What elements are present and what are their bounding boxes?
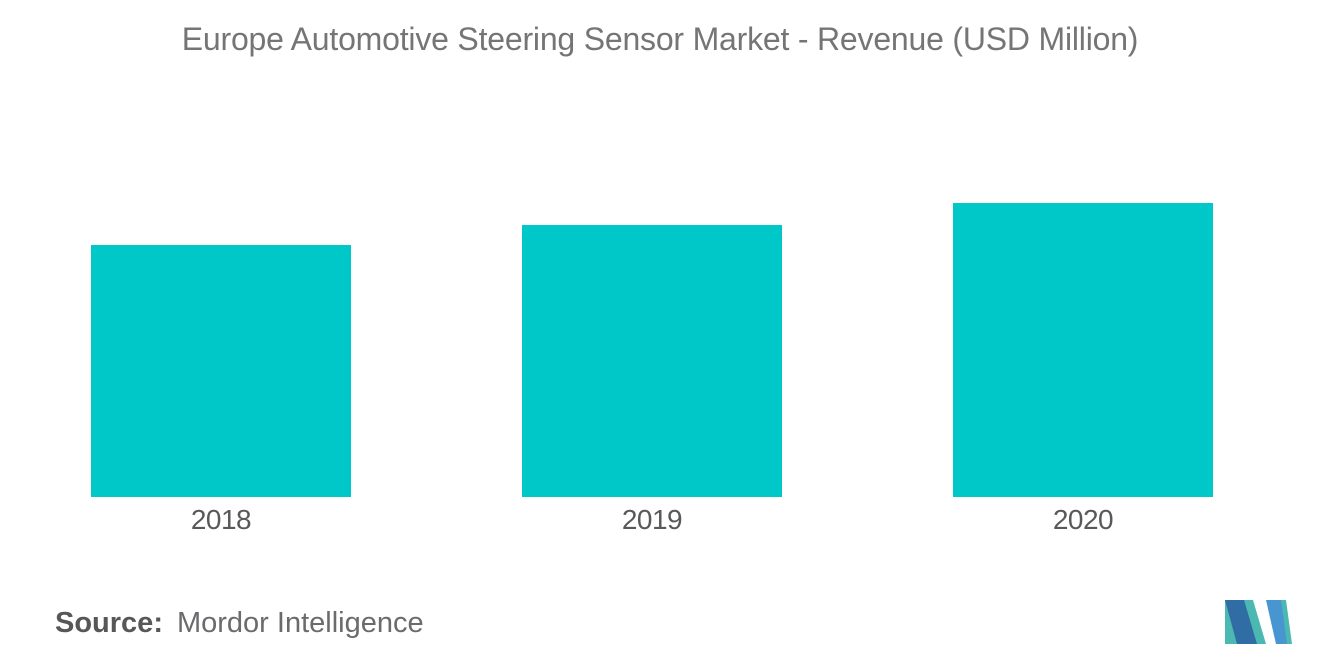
source-text: Mordor Intelligence: [176, 607, 424, 639]
x-axis-label-2018: 2018: [190, 504, 252, 535]
x-axis-label-2020: 2020: [1052, 504, 1114, 535]
source-label: Source:: [55, 607, 163, 639]
bar-2020: [953, 203, 1213, 497]
chart-title: Europe Automotive Steering Sensor Market…: [181, 21, 1139, 57]
source-attribution: Source: Mordor Intelligence: [55, 609, 424, 638]
bar-chart-plot-area: [91, 203, 1213, 497]
mordor-intelligence-logo: [1225, 600, 1292, 644]
bar-2019: [522, 225, 782, 497]
x-axis-label-2019: 2019: [621, 504, 683, 535]
logo-teal-sliver: [1281, 600, 1292, 644]
logo-dark-blue-band: [1225, 600, 1257, 644]
bar-2018: [91, 245, 351, 497]
logo-light-blue-band: [1266, 600, 1291, 644]
